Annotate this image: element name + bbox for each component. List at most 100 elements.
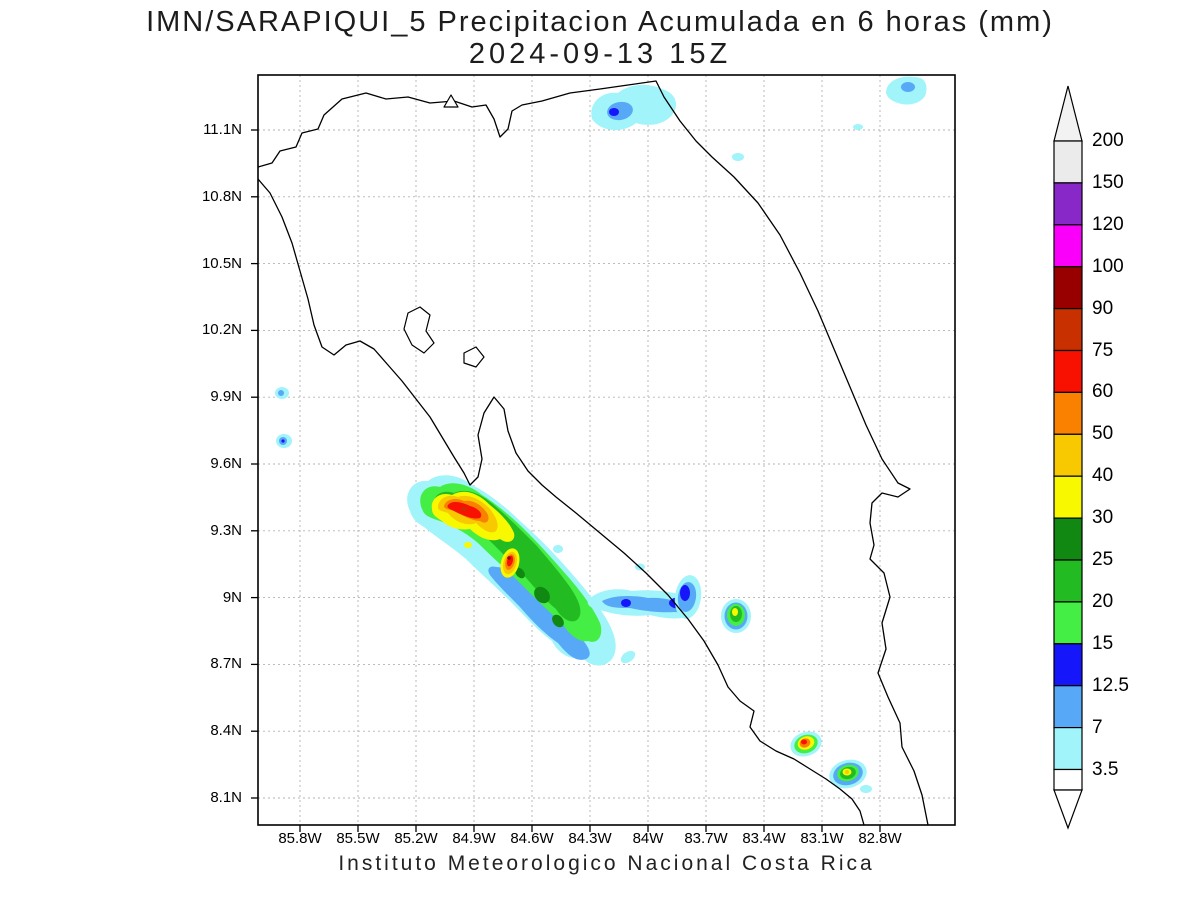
colorbar-tick-label: 50 [1092,423,1114,445]
colorbar-segment [1053,601,1083,645]
precip-shade [845,770,849,774]
precip-shade [488,566,590,660]
precip-cell-northeast [886,76,927,105]
coastlines [258,80,929,825]
map-footer: Instituto Meteorologico Nacional Costa R… [338,852,875,875]
lat-axis-label: 9.9N [210,388,242,406]
precip-shade [901,82,915,92]
lon-axis-label: 83.7W [684,830,728,847]
colorbar-tick-label: 75 [1092,339,1114,361]
precip-cell-west2 [276,434,292,448]
coastline-pacific [258,178,865,825]
colorbar-tick-label: 40 [1092,465,1114,487]
colorbar-tick-label: 25 [1092,549,1114,570]
colorbar-segment [1053,391,1083,435]
precip-shade [552,614,564,628]
colorbar-arrow-top [1053,85,1083,142]
colorbar-segment [1053,475,1083,519]
precip-cell-north [591,84,677,131]
colorbar-tick-label: 7 [1092,716,1103,738]
precip-band-central-pacific [407,475,645,666]
precip-speck [553,545,563,553]
colorbar-tick-label: 90 [1092,297,1114,319]
colorbar-arrow-bottom [1053,789,1083,830]
lat-axis-label: 10.5N [201,254,242,272]
lat-axis-label: 8.1N [210,789,242,806]
lon-axis-label: 83.4W [742,830,786,847]
colorbar-segment [1053,224,1083,268]
colorbar-segment [1053,643,1083,687]
lon-axis-label: 85.8W [278,830,322,847]
lon-axis-label: 84.9W [452,830,496,847]
lon-axis-label: 84.3W [568,830,612,847]
lat-axis-label: 10.2N [201,321,242,339]
colorbar-segment [1053,559,1083,603]
lat-axis-label: 11.1N [203,121,242,138]
precipitation-shapes [275,76,927,793]
colorbar-segment [1053,308,1083,352]
precip-shade [515,567,525,579]
colorbar-tick-label: 15 [1092,632,1114,654]
lake-outline [403,306,435,354]
precip-cell-83-4w [721,599,751,633]
lon-axis-label: 84W [632,830,664,847]
map-title: IMN/SARAPIQUI_5 Precipitacion Acumulada … [146,6,1054,38]
precip-shade [281,439,285,443]
lat-axis-label: 9N [222,588,242,606]
colorbar-tick-label: 20 [1092,590,1114,612]
colorbar-segment [1053,140,1083,184]
colorbar-tick-label: 200 [1092,130,1124,151]
island-outline [443,94,459,108]
colorbar-tick-label: 12.5 [1092,674,1129,696]
precip-shade [591,84,677,131]
map-canvas [251,74,956,832]
lat-axis-label: 8.4N [210,722,242,740]
colorbar-tick-label: 150 [1092,171,1124,193]
axis-ticks [251,129,881,832]
plot-area [258,76,929,825]
colorbar-tick-label: 30 [1092,507,1114,529]
precip-shade [620,650,636,664]
precip-shade [680,585,690,601]
precip-shade [860,785,872,793]
colorbar-tick-label: 120 [1092,213,1124,235]
precip-shade [732,608,738,616]
colorbar-segment [1053,349,1083,394]
precip-cell-83-7w [674,575,702,619]
plot-frame [257,74,956,826]
colorbar-segment [1053,517,1083,561]
colorbar-segment [1053,685,1083,729]
precip-shade [464,542,472,548]
precip-cell-south2 [829,759,872,793]
colorbar-segment [1053,726,1083,771]
lat-axis-label: 9.6N [210,455,242,472]
precip-shade [801,739,807,745]
precip-shade [534,586,550,604]
precip-shade [507,556,511,560]
grid-lines [258,75,955,825]
precip-shade [278,390,284,396]
colorbar-tick-label: 3.5 [1092,758,1119,780]
colorbar-segment [1053,768,1083,791]
colorbar-tick-label: 60 [1092,381,1114,403]
lon-axis-label: 85.2W [394,830,438,847]
precip-speck [853,124,863,130]
lon-axis-label: 83.1W [800,830,844,847]
coastline-border-caribbean [258,80,929,825]
map-subtitle-datetime: 2024-09-13 15Z [468,38,732,70]
precip-speck [732,153,744,161]
precip-shade [461,507,467,511]
precip-cell-west [275,387,289,399]
lon-axis-label: 84.6W [510,830,554,847]
colorbar-segment [1053,433,1083,477]
colorbar-segment [1053,182,1083,226]
lon-axis-label: 85.5W [336,830,380,847]
lat-axis-label: 9.3N [210,521,242,539]
colorbar-tick-label: 100 [1092,255,1124,277]
precip-shade [621,599,631,607]
lat-axis-label: 8.7N [210,655,242,673]
lake-outline-small [463,346,485,368]
colorbar-segment [1053,266,1083,310]
lon-axis-label: 82.8W [858,830,902,847]
